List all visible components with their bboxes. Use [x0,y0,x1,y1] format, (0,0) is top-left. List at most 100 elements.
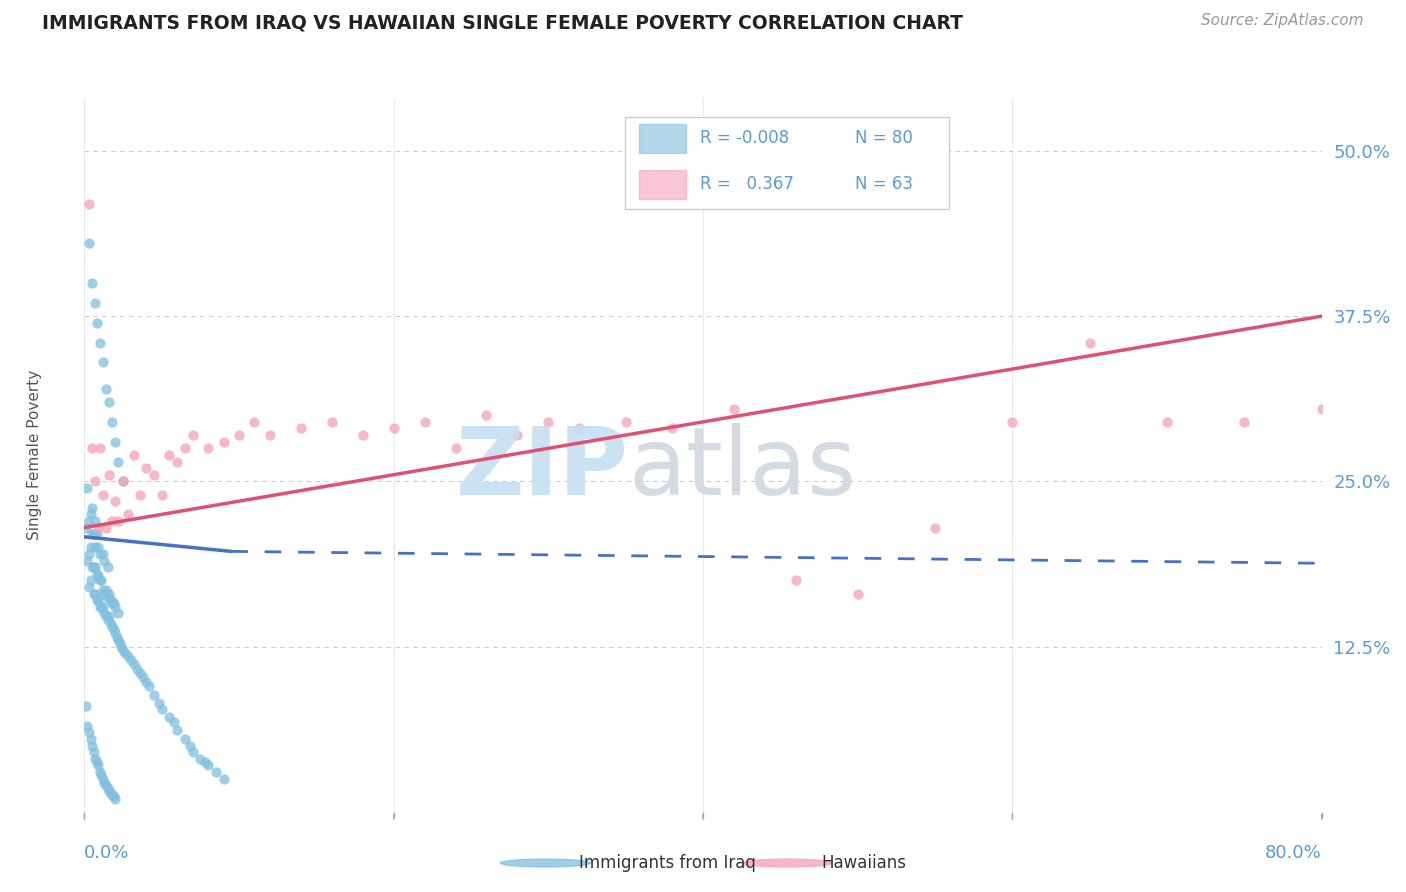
Point [89,599,111,614]
Point [103,623,125,637]
Text: R =   0.367: R = 0.367 [700,176,793,194]
Point [104,791,127,805]
Point [76,481,98,495]
Point [1233,415,1256,429]
Text: Source: ZipAtlas.com: Source: ZipAtlas.com [1201,13,1364,29]
Point [179,739,201,753]
Text: N = 63: N = 63 [855,176,912,194]
Point [87,758,110,772]
Point [205,765,228,780]
Point [181,745,204,759]
Point [79,541,101,555]
Point [150,701,173,715]
Point [228,428,250,442]
Point [93,587,115,601]
Point [846,587,869,601]
Point [87,541,110,555]
Point [212,772,235,786]
Point [90,574,112,588]
Point [87,593,110,607]
Point [82,276,104,290]
Circle shape [501,859,591,867]
Point [103,789,125,803]
Point [100,786,122,800]
Point [91,487,114,501]
Point [112,643,135,657]
Point [135,675,157,690]
Point [112,475,135,489]
Point [94,778,117,792]
Point [212,434,235,449]
Point [138,679,160,693]
Point [290,421,312,435]
Point [506,428,529,442]
Point [84,587,107,601]
Point [77,725,100,739]
Point [94,609,117,624]
Point [82,500,104,515]
Point [143,689,166,703]
Point [86,527,108,541]
Point [84,541,107,555]
Point [194,755,217,769]
Point [87,520,110,534]
Point [785,574,807,588]
Point [82,527,104,541]
Point [117,648,139,663]
Point [83,560,105,574]
Point [723,401,745,416]
Text: Hawaiians: Hawaiians [821,854,905,872]
Point [122,657,145,671]
Point [89,335,111,350]
Point [150,487,173,501]
Point [661,421,683,435]
Point [107,514,129,528]
Text: R = -0.008: R = -0.008 [700,129,789,147]
Point [93,607,115,621]
Point [537,415,560,429]
Point [83,527,105,541]
Point [91,582,114,597]
Point [924,520,946,534]
Point [259,428,281,442]
Point [82,560,104,574]
Text: atlas: atlas [628,423,858,516]
Point [91,599,114,614]
Point [129,487,152,501]
Point [98,467,121,482]
Point [77,547,100,561]
Point [91,772,114,786]
Point [129,665,152,680]
Point [475,409,498,423]
Point [83,587,105,601]
Point [97,613,120,627]
Point [76,719,98,733]
Point [107,632,129,647]
Point [100,593,122,607]
Point [104,626,127,640]
Point [101,596,124,610]
Point [159,448,181,462]
Point [76,554,98,568]
Text: N = 80: N = 80 [855,129,912,147]
Point [101,415,124,429]
Point [79,574,101,588]
Text: ZIP: ZIP [456,423,628,516]
Text: 0.0%: 0.0% [84,844,129,862]
Point [84,560,107,574]
Point [125,662,148,676]
Point [104,494,127,508]
Text: Immigrants from Iraq: Immigrants from Iraq [579,854,756,872]
Point [197,758,219,772]
Text: IMMIGRANTS FROM IRAQ VS HAWAIIAN SINGLE FEMALE POVERTY CORRELATION CHART: IMMIGRANTS FROM IRAQ VS HAWAIIAN SINGLE … [42,13,963,32]
Point [108,635,131,649]
Point [174,732,197,747]
Point [97,591,120,605]
Point [82,739,104,753]
Point [1001,415,1024,429]
Point [83,745,105,759]
Point [75,520,97,534]
Point [86,755,108,769]
Point [77,580,100,594]
Point [100,617,122,632]
